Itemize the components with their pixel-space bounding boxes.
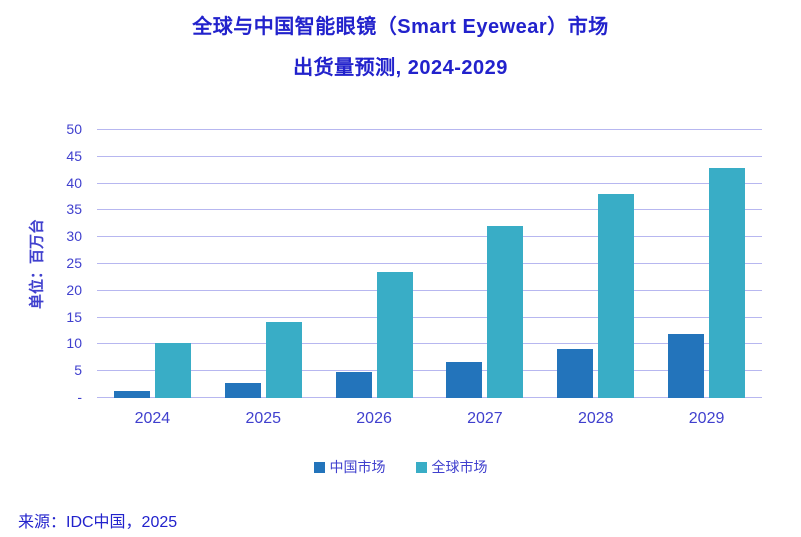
- source-note: 来源：IDC中国，2025: [18, 514, 178, 531]
- bar-china-2028: [557, 348, 594, 398]
- bar-china-2029: [668, 333, 705, 398]
- legend-label-global: 全球市场: [431, 459, 488, 475]
- x-tick-label-2024: 2024: [134, 410, 171, 427]
- gridline-25: [97, 263, 762, 264]
- y-tick-label-30: 30: [66, 228, 82, 245]
- bar-global-2029: [709, 167, 746, 398]
- y-tick-label-5: 5: [74, 362, 82, 379]
- bar-china-2025: [224, 383, 261, 398]
- y-tick-label-45: 45: [66, 147, 82, 164]
- gridline-50: [97, 129, 762, 130]
- x-tick-label-2027: 2027: [467, 410, 503, 427]
- x-tick-label-2026: 2026: [356, 410, 392, 427]
- legend: 中国市场 全球市场: [0, 457, 801, 477]
- legend-swatch-china-icon: [313, 461, 325, 473]
- gridline-30: [97, 236, 762, 238]
- bar-global-2024: [154, 343, 191, 398]
- x-tick-label-2025: 2025: [245, 410, 282, 427]
- legend-swatch-global-icon: [415, 461, 427, 473]
- x-tick-label-2029: 2029: [688, 410, 725, 427]
- y-tick-label-10: 10: [66, 335, 82, 352]
- bar-global-2028: [598, 193, 635, 398]
- gridline-35: [97, 209, 762, 211]
- y-tick-label-0: -: [77, 389, 82, 405]
- chart-title-line1: 全球与中国智能眼镜（Smart Eyewear）市场: [192, 16, 609, 38]
- y-tick-label-25: 25: [66, 255, 82, 271]
- gridline-20: [97, 289, 762, 291]
- plot-area: [97, 129, 762, 398]
- bar-global-2027: [487, 226, 524, 398]
- bar-china-2024: [113, 390, 150, 398]
- chart-title-line2: 出货量预测, 2024-2029: [293, 57, 508, 79]
- y-tick-label-35: 35: [66, 201, 82, 218]
- bar-china-2026: [335, 371, 372, 398]
- y-tick-label-20: 20: [66, 281, 82, 298]
- bar-global-2026: [376, 271, 413, 398]
- bar-china-2027: [446, 361, 483, 398]
- gridline-10: [97, 343, 762, 345]
- gridline-0: [97, 397, 762, 398]
- legend-item-china: 中国市场: [313, 457, 386, 477]
- y-tick-label-15: 15: [66, 308, 82, 325]
- y-tick-label-50: 50: [66, 121, 82, 137]
- gridline-45: [97, 155, 762, 157]
- gridline-5: [97, 370, 762, 372]
- legend-label-china: 中国市场: [329, 459, 386, 475]
- bar-global-2025: [265, 321, 302, 398]
- x-tick-label-2028: 2028: [577, 410, 614, 427]
- y-tick-label-40: 40: [66, 174, 82, 191]
- gridline-15: [97, 316, 762, 318]
- legend-item-global: 全球市场: [415, 457, 488, 477]
- gridline-40: [97, 182, 762, 184]
